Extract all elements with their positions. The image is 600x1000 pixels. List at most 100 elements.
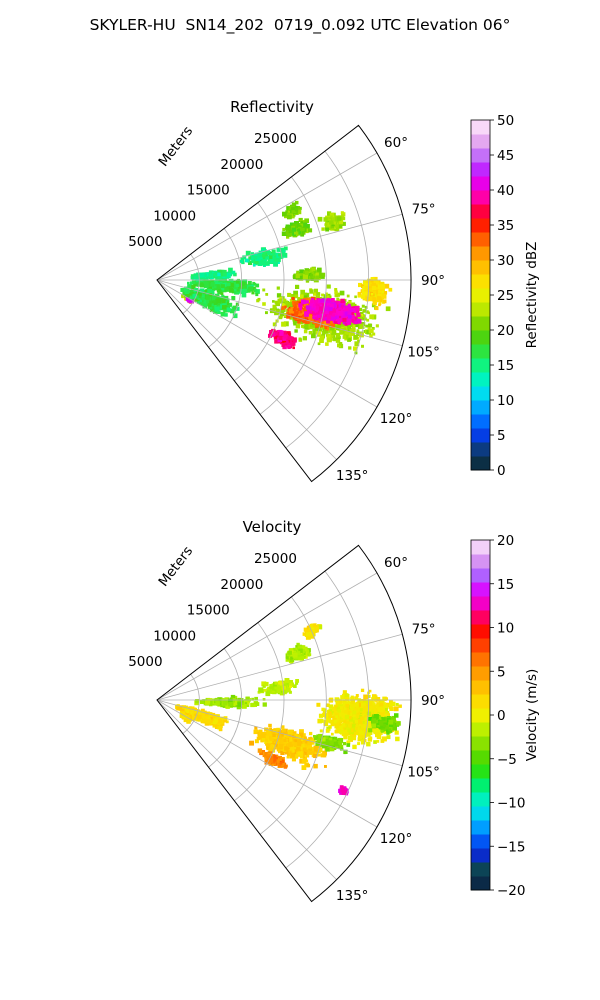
echo-gate: [372, 332, 376, 336]
reflectivity-echo-region: [298, 297, 362, 326]
echo-gate: [259, 253, 264, 258]
echo-gate: [365, 324, 368, 328]
echo-gate: [318, 274, 322, 278]
echo-gate: [224, 288, 228, 292]
echo-gate: [252, 263, 256, 267]
echo-gate: [265, 253, 269, 257]
echo-gate: [298, 317, 302, 321]
colorbar-segment: [471, 246, 490, 261]
azimuth-gridline: [156, 279, 337, 460]
echo-gate: [352, 730, 356, 735]
echo-gate: [310, 273, 313, 277]
echo-gate: [355, 694, 359, 697]
echo-gate: [203, 299, 208, 304]
echo-gate: [225, 301, 230, 306]
echo-gate: [334, 226, 340, 232]
echo-gate: [286, 206, 291, 211]
echo-gate: [329, 311, 333, 316]
echo-gate: [348, 716, 352, 720]
echo-gate: [388, 704, 393, 709]
echo-gate: [351, 727, 357, 732]
echo-gate: [181, 293, 186, 298]
echo-gate: [334, 710, 340, 716]
colorbar-tick-label: 35: [497, 218, 514, 234]
azimuth-gridline: [156, 152, 378, 281]
echo-gate: [222, 305, 227, 310]
echo-gate: [211, 306, 215, 310]
echo-gate: [355, 697, 358, 701]
colorbar-segment: [471, 218, 490, 233]
echo-gate: [315, 275, 320, 279]
echo-gate: [288, 301, 293, 307]
echo-gate: [368, 701, 373, 706]
echo-gate: [316, 702, 321, 707]
echo-gate: [287, 336, 291, 340]
echo-gate: [366, 707, 371, 712]
echo-gate: [323, 303, 327, 308]
echo-gate: [355, 714, 360, 719]
echo-gate: [331, 313, 336, 317]
echo-gate: [315, 310, 320, 315]
echo-gate: [287, 292, 292, 297]
echo-gate: [344, 334, 349, 339]
echo-gate: [303, 329, 308, 334]
echo-gate: [184, 292, 190, 298]
echo-gate: [206, 299, 211, 304]
echo-gate: [334, 705, 338, 709]
echo-gate: [207, 303, 212, 307]
range-ring: [208, 228, 242, 348]
echo-gate: [347, 303, 351, 307]
echo-gate: [383, 291, 388, 295]
radial-axis-label: Meters: [155, 123, 196, 169]
echo-gate: [226, 282, 231, 287]
echo-gate: [370, 277, 375, 281]
echo-gate: [361, 725, 365, 729]
echo-gate: [293, 339, 297, 343]
echo-gate: [356, 318, 360, 322]
colorbar-tick-label: 10: [497, 393, 514, 409]
echo-gate: [294, 308, 299, 312]
echo-gate: [251, 259, 255, 263]
echo-gate: [358, 702, 363, 707]
reflectivity-sector-frame: [156, 124, 412, 483]
echo-gate: [264, 261, 269, 266]
colorbar-segment: [471, 204, 490, 219]
echo-gate: [211, 282, 215, 286]
echo-gate: [353, 346, 358, 351]
echo-gate: [297, 209, 302, 215]
echo-gate: [237, 282, 242, 287]
echo-gate: [348, 308, 354, 314]
colorbar-tick-label: 40: [497, 183, 514, 199]
echo-gate: [300, 221, 304, 224]
echo-gate: [288, 206, 294, 211]
echo-gate: [256, 730, 260, 734]
echo-gate: [385, 697, 388, 701]
echo-gate: [330, 298, 335, 303]
echo-gate: [395, 736, 400, 742]
echo-gate: [378, 281, 382, 285]
echo-gate: [326, 726, 331, 731]
echo-gate: [216, 285, 221, 290]
echo-gate: [321, 707, 325, 712]
echo-gate: [339, 330, 344, 335]
echo-gate: [305, 297, 311, 303]
echo-gate: [385, 702, 391, 708]
azimuth-tick-label: 75°: [412, 202, 436, 218]
echo-gate: [343, 712, 348, 717]
echo-gate: [256, 256, 261, 261]
echo-gate: [341, 212, 346, 217]
echo-gate: [389, 700, 393, 705]
echo-gate: [287, 345, 291, 349]
echo-gate: [355, 724, 360, 729]
echo-gate: [304, 218, 309, 224]
echo-gate: [361, 702, 366, 708]
echo-gate: [371, 697, 375, 701]
echo-gate: [214, 272, 220, 278]
echo-gate: [377, 705, 382, 709]
colorbar-segment: [471, 358, 490, 373]
echo-gate: [307, 271, 311, 275]
echo-gate: [315, 272, 319, 276]
echo-gate: [298, 206, 302, 210]
echo-gate: [199, 293, 202, 296]
